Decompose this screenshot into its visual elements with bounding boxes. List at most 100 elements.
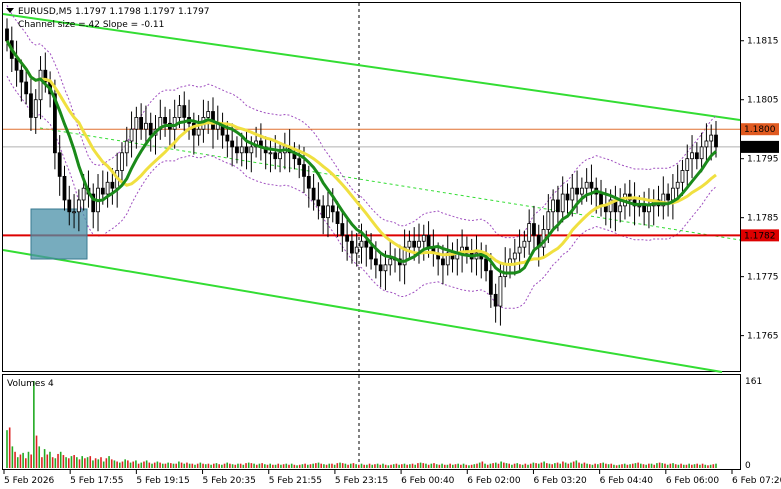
candle-body xyxy=(699,146,704,160)
candle-body xyxy=(421,234,426,242)
candle-body xyxy=(670,187,675,201)
candle-body xyxy=(556,199,560,213)
candle-body xyxy=(714,134,718,148)
candle-body xyxy=(110,181,115,189)
candle-body xyxy=(316,199,321,207)
price-tick-label: 1.1815 xyxy=(747,37,779,47)
resistance-price-tag xyxy=(741,123,779,136)
candle-body xyxy=(551,199,556,213)
candle-body xyxy=(5,28,9,42)
highlight-box xyxy=(30,208,88,260)
candle-body xyxy=(177,105,182,118)
current-price-label: 1.1797 xyxy=(744,143,776,153)
candle-body xyxy=(29,93,33,118)
time-tick-label: 6 Feb 06:00 xyxy=(666,476,720,486)
candle-body xyxy=(354,246,359,254)
candle-body xyxy=(129,128,134,142)
candle-body xyxy=(81,187,86,201)
time-axis: 5 Feb 2026 5 Feb 17:55 5 Feb 19:15 5 Feb 20… xyxy=(3,470,781,486)
candle-body xyxy=(144,122,148,130)
moving-averages xyxy=(5,39,718,275)
candle-body xyxy=(139,117,144,130)
time-tick-label: 6 Feb 04:40 xyxy=(600,476,654,486)
candle-body xyxy=(685,158,690,171)
candle-body xyxy=(182,105,187,118)
candle-body xyxy=(517,246,522,254)
candle-body xyxy=(412,240,417,248)
candle-body xyxy=(560,193,565,213)
candle-body xyxy=(527,223,532,242)
candle-body xyxy=(704,140,709,148)
candle-body xyxy=(345,234,350,242)
candle-body xyxy=(709,134,714,142)
candle-body xyxy=(38,69,43,101)
lower-envelope-line xyxy=(6,75,717,309)
price-tick-label: 1.1785 xyxy=(747,214,779,224)
candle-body xyxy=(19,69,24,83)
candle-body xyxy=(484,258,488,272)
candle-body xyxy=(407,240,412,248)
candle-body xyxy=(24,81,29,95)
candle-body xyxy=(100,187,105,195)
candle-body xyxy=(575,187,579,195)
candle-body xyxy=(311,187,316,201)
candle-body xyxy=(546,211,551,230)
candle-body xyxy=(335,211,340,224)
time-tick-label: 6 Feb 02:00 xyxy=(467,476,521,486)
candle-body xyxy=(249,146,254,154)
candle-body xyxy=(306,175,311,189)
symbol-line: EURUSD,M5 1.1797 1.1798 1.1797 1.1797 xyxy=(18,7,210,17)
candle-body xyxy=(321,205,326,219)
channel-lower-line xyxy=(2,249,723,373)
candle-body xyxy=(666,193,670,201)
candle-body xyxy=(579,187,584,195)
candle-body xyxy=(53,93,57,154)
candle-body xyxy=(402,246,407,266)
time-tick-label: 6 Feb 00:40 xyxy=(401,476,455,486)
candle-body xyxy=(57,152,62,177)
candle-body xyxy=(148,122,153,136)
candle-body xyxy=(230,140,235,148)
symbol-dropdown-icon[interactable] xyxy=(6,8,14,13)
candle-body xyxy=(359,240,364,248)
time-tick-label: 6 Feb 03:20 xyxy=(533,476,587,486)
main-panel-frame xyxy=(2,2,741,372)
slow-moving-average xyxy=(5,39,717,267)
price-tick-label: 1.1765 xyxy=(747,332,779,342)
support-price-label: 1.1782 xyxy=(744,231,776,241)
candle-body xyxy=(302,164,306,177)
candle-body xyxy=(350,240,354,254)
volume-tick-label: 161 xyxy=(745,377,762,387)
candle-body xyxy=(584,181,589,189)
support-price-tag xyxy=(741,229,779,242)
price-axis: 1.1815 1.1805 1.1795 1.1785 1.1775 1.1765 161 0 xyxy=(740,37,779,471)
candle-body xyxy=(273,152,278,160)
time-tick-label: 5 Feb 19:15 xyxy=(136,476,189,486)
fast-moving-average xyxy=(5,39,718,275)
candle-body xyxy=(120,152,124,171)
candle-body xyxy=(512,252,517,260)
candle-body xyxy=(239,146,244,154)
candle-body xyxy=(694,152,699,160)
price-labels: 1.1800 1.1797 1.1782 xyxy=(741,123,779,242)
volume-bars xyxy=(6,381,717,468)
resistance-price-label: 1.1800 xyxy=(744,125,776,135)
time-tick-label: 5 Feb 23:15 xyxy=(335,476,388,486)
candle-body xyxy=(225,134,230,142)
candle-body xyxy=(642,205,647,213)
candle-body xyxy=(589,181,594,189)
candle-body xyxy=(565,193,570,201)
candle-body xyxy=(330,205,335,213)
candle-body xyxy=(690,152,694,160)
volume-tick-label: 0 xyxy=(745,461,751,471)
candle-body xyxy=(675,181,680,189)
candle-body xyxy=(417,240,421,248)
candle-body xyxy=(91,193,96,213)
candle-body xyxy=(608,199,613,213)
price-tick-label: 1.1805 xyxy=(747,96,779,106)
candle-body xyxy=(278,152,282,160)
candle-body xyxy=(680,170,685,183)
volume-panel-frame xyxy=(2,374,741,470)
candlesticks xyxy=(5,18,718,326)
